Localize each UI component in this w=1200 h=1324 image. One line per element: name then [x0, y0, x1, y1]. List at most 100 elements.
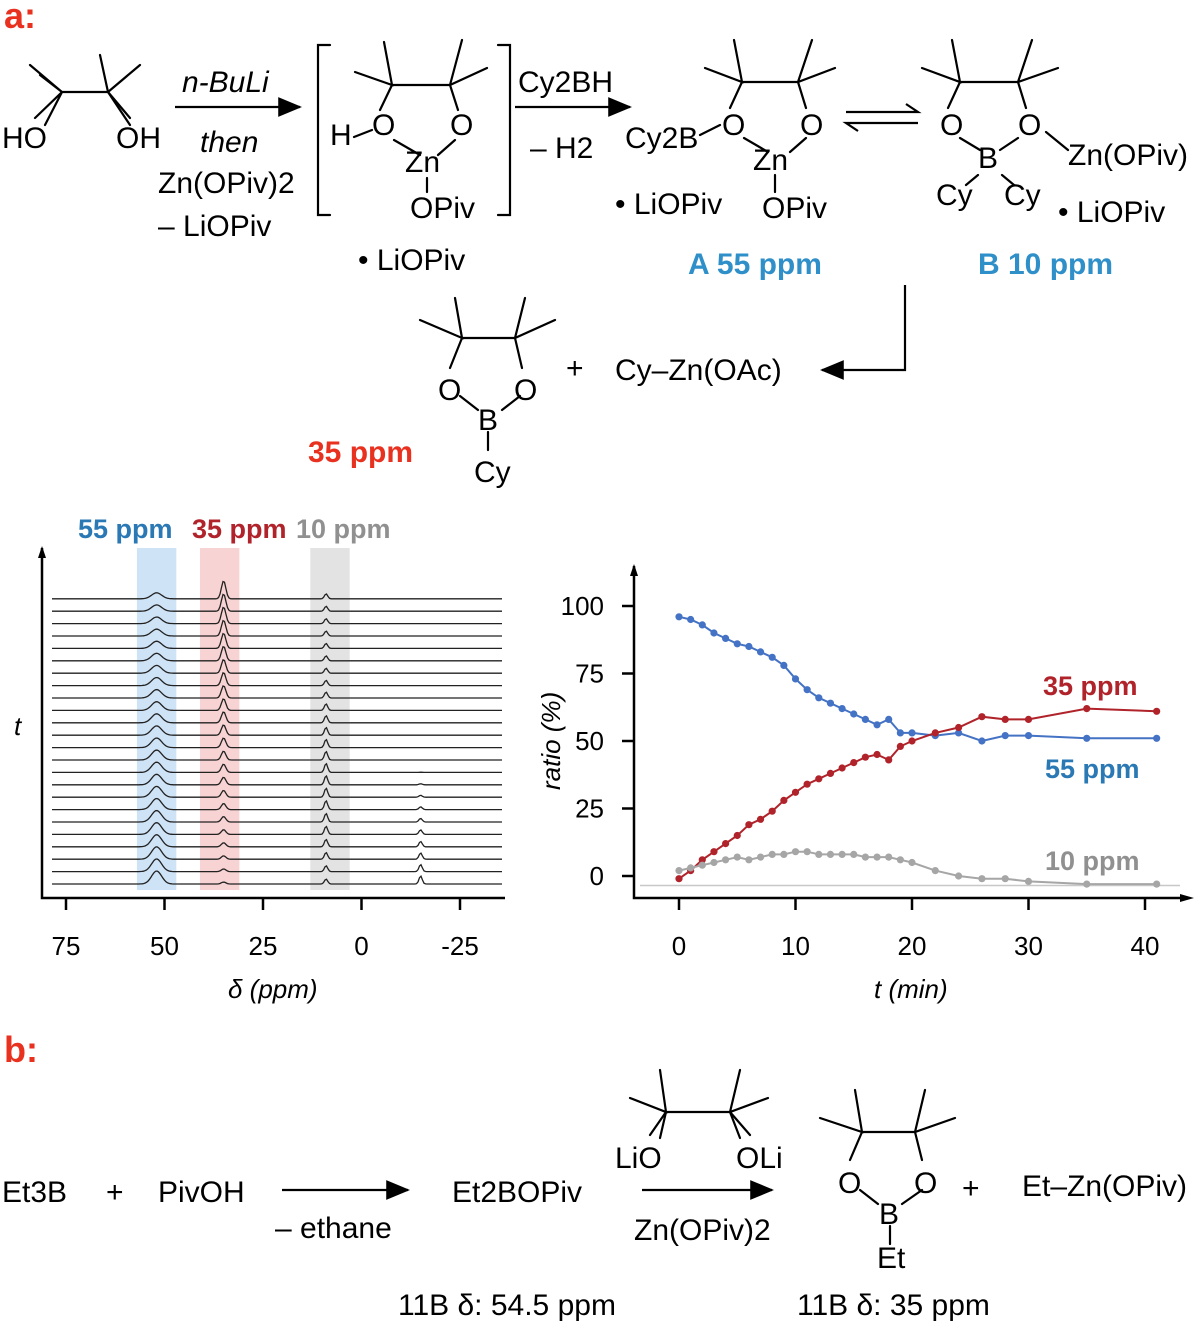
bracket-left — [316, 43, 332, 217]
series-0-point-11 — [803, 686, 811, 694]
reagent-cy2bh: Cy2BH — [518, 66, 613, 99]
series-1-point-6 — [745, 821, 753, 829]
series-line-2 — [678, 850, 1157, 886]
nmr-trace-10 — [52, 749, 502, 761]
series-0-point-6 — [745, 642, 753, 651]
equilibrium-arrows — [842, 103, 922, 132]
a-cy2b: Cy2B — [625, 122, 698, 155]
plus-a: + — [566, 352, 584, 385]
chart-yticks: 0 25 50 75 100 — [561, 591, 634, 891]
p-cyzn: Cy–Zn(OAc) — [615, 354, 782, 387]
nmr-trace-3 — [52, 834, 502, 848]
chart-xticks: 0 10 20 30 40 — [672, 898, 1159, 961]
series-label-0: 55 ppm — [1045, 754, 1140, 784]
series-0-point-15 — [850, 710, 858, 718]
series-2-point-24 — [1001, 875, 1009, 883]
product-cybpin: O O B Cy 35 ppm — [308, 296, 557, 489]
nmr-trace-21 — [52, 606, 502, 625]
series-2-point-21 — [931, 867, 939, 875]
nmr-label-10: 10 ppm — [296, 514, 391, 544]
p-o2: O — [514, 374, 537, 407]
b-nmr1: 11B δ: 54.5 ppm — [398, 1289, 616, 1322]
nmr-trace-11 — [52, 737, 502, 749]
series-2-point-10 — [791, 848, 800, 856]
series-1-point-27 — [1153, 707, 1161, 715]
series-label-2: 10 ppm — [1045, 846, 1140, 876]
series-0-point-16 — [861, 715, 870, 724]
series-0-point-0 — [675, 613, 683, 621]
int-o1: O — [372, 109, 395, 142]
nmr-trace-15 — [52, 685, 502, 699]
series-1-point-12 — [815, 775, 823, 783]
b-plus1: + — [106, 1176, 124, 1209]
series-0-point-2 — [698, 621, 706, 629]
b-p-o1: O — [838, 1167, 861, 1200]
series-2-point-0 — [675, 867, 683, 875]
a-label: A 55 ppm — [688, 248, 822, 281]
nmr-trace-7 — [52, 785, 502, 798]
nmr-xtick-label-0: 75 — [52, 931, 81, 961]
chart-series-labels: 55 ppm 35 ppm 10 ppm — [1043, 671, 1140, 876]
series-1-point-22 — [955, 723, 963, 732]
b-p-et: Et — [877, 1242, 906, 1275]
nmr-ylabel: t — [14, 711, 23, 741]
arrow-elbow — [820, 285, 907, 380]
series-2-point-4 — [722, 856, 730, 864]
series-0-point-24 — [1001, 732, 1009, 740]
series-0-point-5 — [733, 640, 741, 648]
chart-xtick-label-3: 30 — [1014, 931, 1043, 961]
nmr-xtick-label-1: 50 — [150, 931, 179, 961]
series-1-point-15 — [850, 759, 858, 767]
series-2-point-8 — [768, 850, 776, 859]
int-o2: O — [450, 109, 473, 142]
series-0-point-20 — [908, 729, 916, 737]
series-1-point-19 — [896, 742, 904, 751]
chart-xtick-label-1: 10 — [781, 931, 810, 961]
nmr-trace-14 — [52, 698, 502, 712]
panel-a-label: a: — [4, 0, 36, 36]
series-0-point-8 — [768, 653, 776, 661]
b-znopiv: Zn(OPiv) — [1068, 139, 1188, 172]
series-0-point-10 — [791, 675, 800, 683]
nmr-trace-16 — [52, 672, 502, 687]
nmr-trace-9 — [52, 761, 502, 774]
b-cy1: Cy — [936, 179, 973, 212]
series-0 — [675, 613, 1161, 745]
series-0-point-12 — [815, 694, 823, 702]
series-1-point-18 — [885, 756, 893, 764]
reagent-then: then — [200, 126, 258, 159]
scheme-a: a: HO OH n-BuLi then Zn(OPiv)2 – LiOPiv … — [2, 0, 1188, 489]
reagent-znopiv: Zn(OPiv)2 — [158, 167, 295, 200]
int-zn: Zn — [405, 146, 440, 179]
nmr-xtick-label-2: 25 — [249, 931, 278, 961]
b-pivoh: PivOH — [158, 1176, 245, 1209]
series-line-0 — [678, 615, 1157, 743]
a-liopiv: • LiOPiv — [615, 188, 722, 221]
nmr-label-55: 55 ppm — [78, 514, 173, 544]
series-2 — [675, 848, 1161, 888]
chart-xlabel: t (min) — [874, 974, 948, 1004]
int-h: H — [330, 119, 352, 152]
nmr-trace-8 — [52, 773, 502, 786]
b-cy2: Cy — [1004, 179, 1041, 212]
chart-axes — [632, 566, 1185, 900]
series-2-point-12 — [815, 850, 823, 859]
nmr-trace-5 — [52, 809, 502, 823]
series-1-point-25 — [1024, 715, 1033, 724]
int-liopiv: • LiOPiv — [358, 244, 465, 277]
series-2-point-25 — [1024, 877, 1033, 886]
series-0-point-27 — [1153, 734, 1161, 742]
series-0-point-22 — [955, 729, 963, 737]
nmr-trace-23 — [52, 580, 502, 600]
nmr-xtick-label-4: -25 — [441, 931, 479, 961]
series-1-point-7 — [756, 815, 765, 823]
b-plus2: + — [962, 1172, 980, 1205]
series-1-point-4 — [722, 840, 730, 848]
chart-xtick-label-0: 0 — [672, 931, 686, 961]
diol-ho: HO — [2, 122, 47, 155]
species-b: O O B Zn(OPiv) Cy Cy • LiOPiv B 10 ppm — [920, 38, 1188, 281]
nmr-stack-plot: 55 ppm 35 ppm 10 ppm t 75 50 25 0 -25 δ (ppm… — [14, 514, 505, 1004]
b-o1: O — [940, 109, 963, 142]
b-reagent: Zn(OPiv)2 — [634, 1214, 771, 1247]
